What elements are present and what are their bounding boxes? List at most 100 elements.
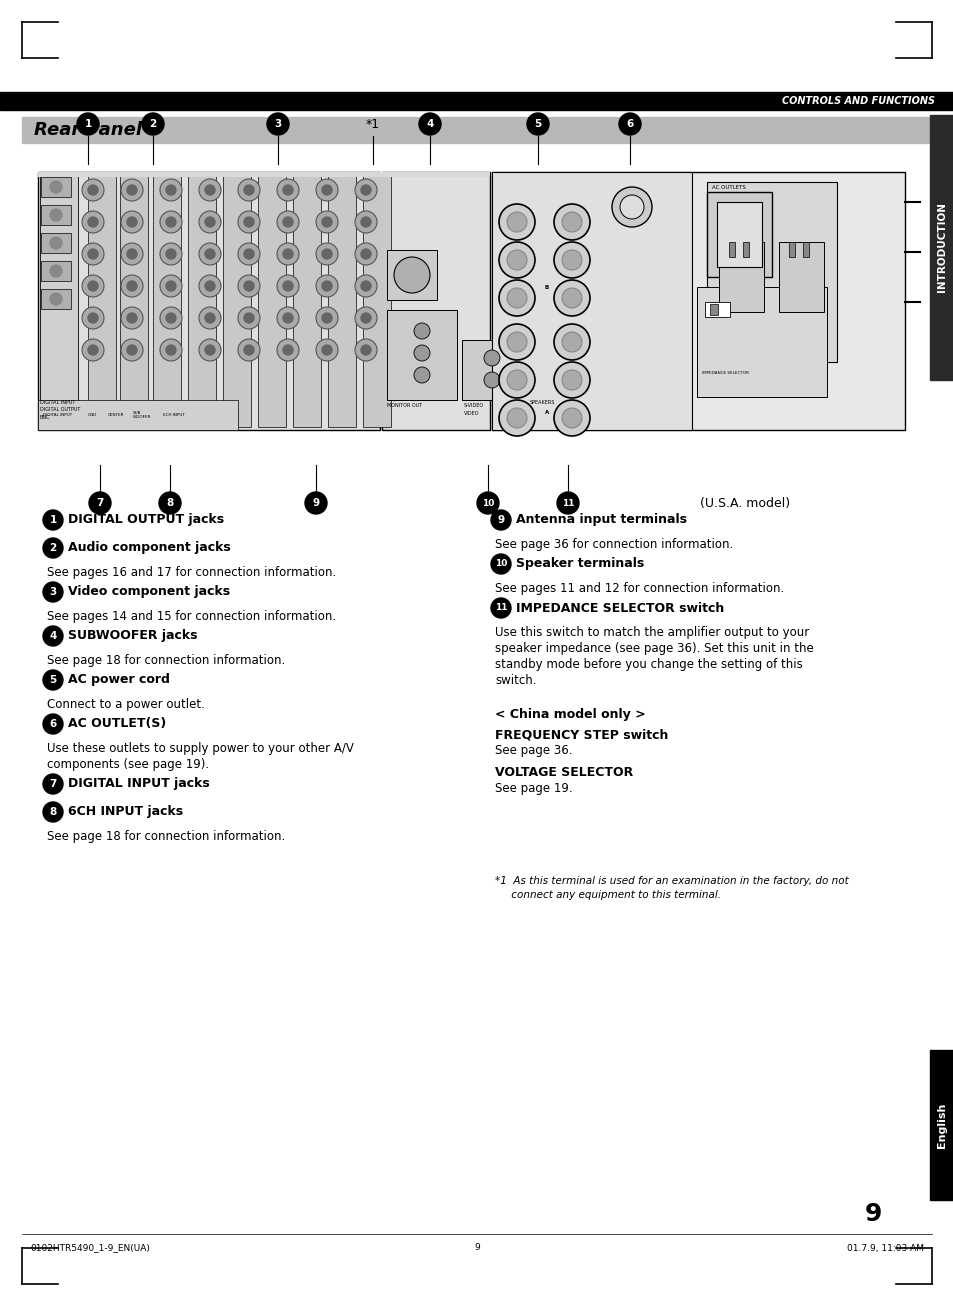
Text: SUBWOOFER jacks: SUBWOOFER jacks <box>68 629 197 643</box>
Circle shape <box>561 289 581 308</box>
Bar <box>381 172 490 430</box>
Text: 1: 1 <box>50 515 56 525</box>
Circle shape <box>276 243 298 265</box>
Circle shape <box>360 313 371 323</box>
Circle shape <box>205 185 214 195</box>
Circle shape <box>498 242 535 278</box>
Bar <box>152 175 181 427</box>
Bar <box>88 175 116 427</box>
Circle shape <box>561 212 581 232</box>
Circle shape <box>360 249 371 259</box>
Circle shape <box>205 249 214 259</box>
Text: 7: 7 <box>96 498 104 508</box>
Text: See pages 11 and 12 for connection information.: See pages 11 and 12 for connection infor… <box>495 582 783 596</box>
Circle shape <box>360 185 371 195</box>
Circle shape <box>355 307 376 329</box>
Circle shape <box>88 249 98 259</box>
Text: Use this switch to match the amplifier output to your: Use this switch to match the amplifier o… <box>495 626 808 639</box>
Bar <box>387 310 456 400</box>
Text: Video component jacks: Video component jacks <box>68 585 230 598</box>
Circle shape <box>244 345 253 355</box>
Circle shape <box>315 212 337 232</box>
Text: BNC: BNC <box>40 415 51 421</box>
Circle shape <box>205 217 214 227</box>
Circle shape <box>322 281 332 291</box>
Circle shape <box>244 249 253 259</box>
Circle shape <box>50 236 62 249</box>
Bar <box>328 175 355 427</box>
Text: Audio component jacks: Audio component jacks <box>68 542 231 555</box>
Circle shape <box>199 179 221 201</box>
Text: 8: 8 <box>50 807 56 818</box>
Circle shape <box>418 114 440 135</box>
Circle shape <box>127 249 137 259</box>
Text: 10: 10 <box>481 499 494 508</box>
Circle shape <box>498 400 535 436</box>
Circle shape <box>127 345 137 355</box>
Circle shape <box>82 179 104 201</box>
Bar <box>779 242 823 312</box>
Text: 0102HTR5490_1-9_EN(UA): 0102HTR5490_1-9_EN(UA) <box>30 1243 150 1252</box>
Bar <box>788 242 794 257</box>
Bar <box>41 289 71 310</box>
Bar <box>38 400 237 430</box>
Circle shape <box>506 370 526 390</box>
Circle shape <box>283 313 293 323</box>
Text: 6CH INPUT: 6CH INPUT <box>163 413 185 417</box>
Text: A: A <box>544 410 549 415</box>
Circle shape <box>142 114 164 135</box>
Text: DIGITAL INPUT: DIGITAL INPUT <box>40 400 75 405</box>
Text: 10: 10 <box>495 559 507 568</box>
Text: Speaker terminals: Speaker terminals <box>516 558 643 571</box>
Circle shape <box>89 492 111 515</box>
Circle shape <box>199 276 221 296</box>
Bar <box>719 242 763 312</box>
Circle shape <box>127 281 137 291</box>
Text: GND: GND <box>88 413 97 417</box>
Text: See page 18 for connection information.: See page 18 for connection information. <box>47 654 285 667</box>
Circle shape <box>82 212 104 232</box>
Circle shape <box>283 345 293 355</box>
Bar <box>41 232 71 253</box>
Circle shape <box>160 340 182 360</box>
Bar <box>293 175 320 427</box>
Circle shape <box>491 511 511 530</box>
Circle shape <box>355 243 376 265</box>
Circle shape <box>127 217 137 227</box>
Circle shape <box>315 307 337 329</box>
Circle shape <box>612 187 651 227</box>
Circle shape <box>619 195 643 219</box>
Circle shape <box>237 340 260 360</box>
Text: Antenna input terminals: Antenna input terminals <box>516 513 686 526</box>
Circle shape <box>77 114 99 135</box>
Circle shape <box>394 257 430 293</box>
Text: SUB
WOOFER: SUB WOOFER <box>132 410 152 419</box>
Circle shape <box>491 554 511 575</box>
Circle shape <box>205 345 214 355</box>
Bar <box>706 182 836 362</box>
Text: < China model only >: < China model only > <box>495 708 645 721</box>
Circle shape <box>82 307 104 329</box>
Circle shape <box>121 243 143 265</box>
Bar <box>492 172 904 430</box>
Text: 01.7.9, 11:03 AM: 01.7.9, 11:03 AM <box>846 1243 923 1252</box>
Circle shape <box>554 242 589 278</box>
Circle shape <box>160 179 182 201</box>
Text: 5: 5 <box>534 119 541 129</box>
Circle shape <box>315 243 337 265</box>
Circle shape <box>554 279 589 316</box>
Text: See pages 14 and 15 for connection information.: See pages 14 and 15 for connection infor… <box>47 610 335 623</box>
Bar <box>22 165 917 465</box>
Circle shape <box>199 243 221 265</box>
Bar <box>188 175 215 427</box>
Circle shape <box>88 345 98 355</box>
Circle shape <box>244 185 253 195</box>
Circle shape <box>159 492 181 515</box>
Circle shape <box>127 313 137 323</box>
Circle shape <box>355 179 376 201</box>
Circle shape <box>205 313 214 323</box>
Text: 9: 9 <box>474 1243 479 1252</box>
Text: components (see page 19).: components (see page 19). <box>47 757 209 771</box>
Bar <box>120 175 148 427</box>
Text: B: B <box>544 285 549 290</box>
